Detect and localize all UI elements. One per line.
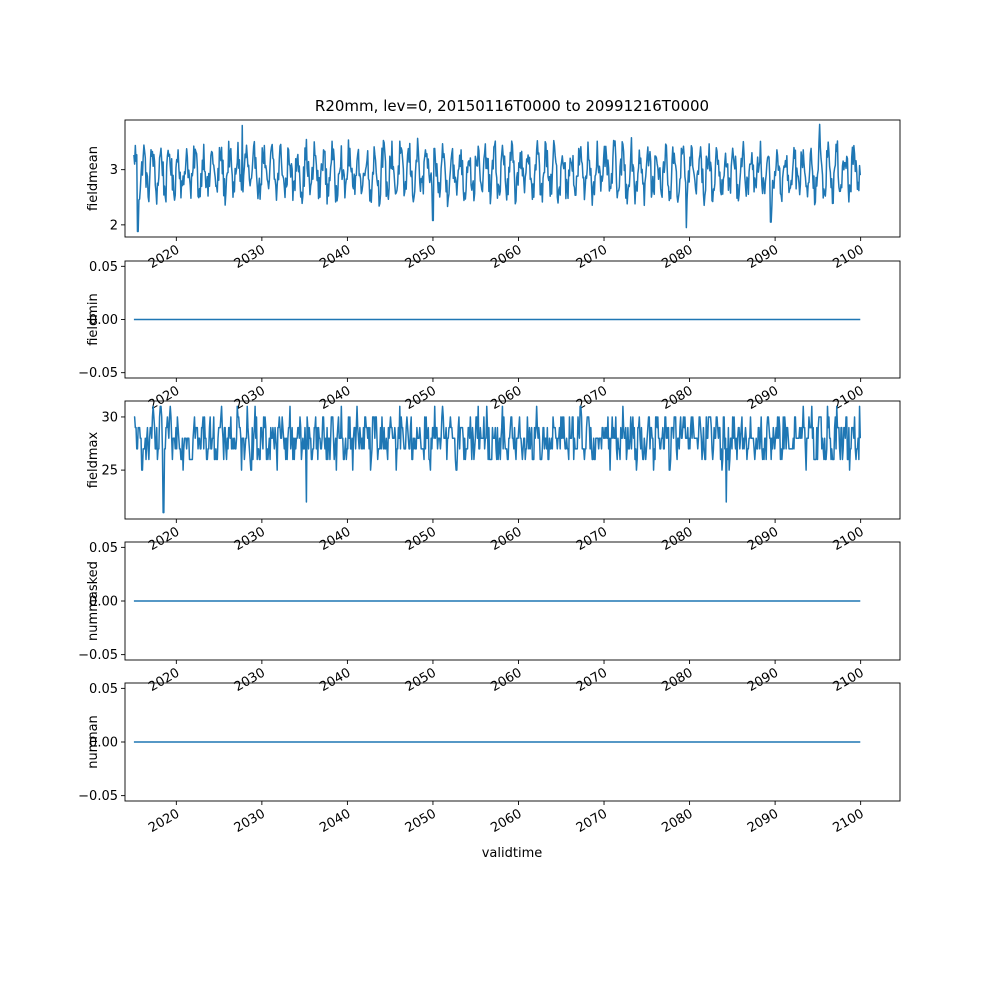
fieldmax-series-line: [133, 405, 862, 514]
chart-title: R20mm, lev=0, 20150116T0000 to 20991216T…: [315, 97, 709, 115]
fieldmean-y-tick-label: 3: [110, 163, 118, 178]
fieldmean-series-line: [133, 123, 862, 233]
fieldmin-y-tick-label: −0.05: [78, 366, 118, 381]
nummasked-y-tick-label: 0.00: [89, 595, 118, 610]
fieldmean-y-axis-label: fieldmean: [86, 146, 101, 211]
nummasked-y-tick-label: −0.05: [78, 648, 118, 663]
numnan-y-axis-label: numnan: [86, 715, 101, 769]
fieldmax-y-axis-label: fieldmax: [86, 432, 101, 489]
fieldmax-y-tick-label: 25: [101, 464, 118, 479]
x-axis-label: validtime: [482, 846, 543, 861]
fieldmax-axes-frame: [124, 400, 901, 520]
fieldmean-y-tick-label: 2: [110, 218, 118, 233]
nummasked-y-axis-label: nummasked: [86, 561, 101, 641]
numnan-y-tick-label: 0.00: [89, 736, 118, 751]
fieldmax-y-tick-label: 30: [101, 410, 118, 425]
numnan-y-tick-label: −0.05: [78, 789, 118, 804]
fieldmin-y-tick-label: 0.05: [89, 260, 118, 275]
fieldmean-axes-frame: [124, 119, 901, 238]
fieldmin-y-tick-label: 0.00: [89, 313, 118, 328]
fieldmin-y-axis-label: fieldmin: [86, 293, 101, 346]
nummasked-y-tick-label: 0.05: [89, 541, 118, 556]
numnan-y-tick-label: 0.05: [89, 682, 118, 697]
